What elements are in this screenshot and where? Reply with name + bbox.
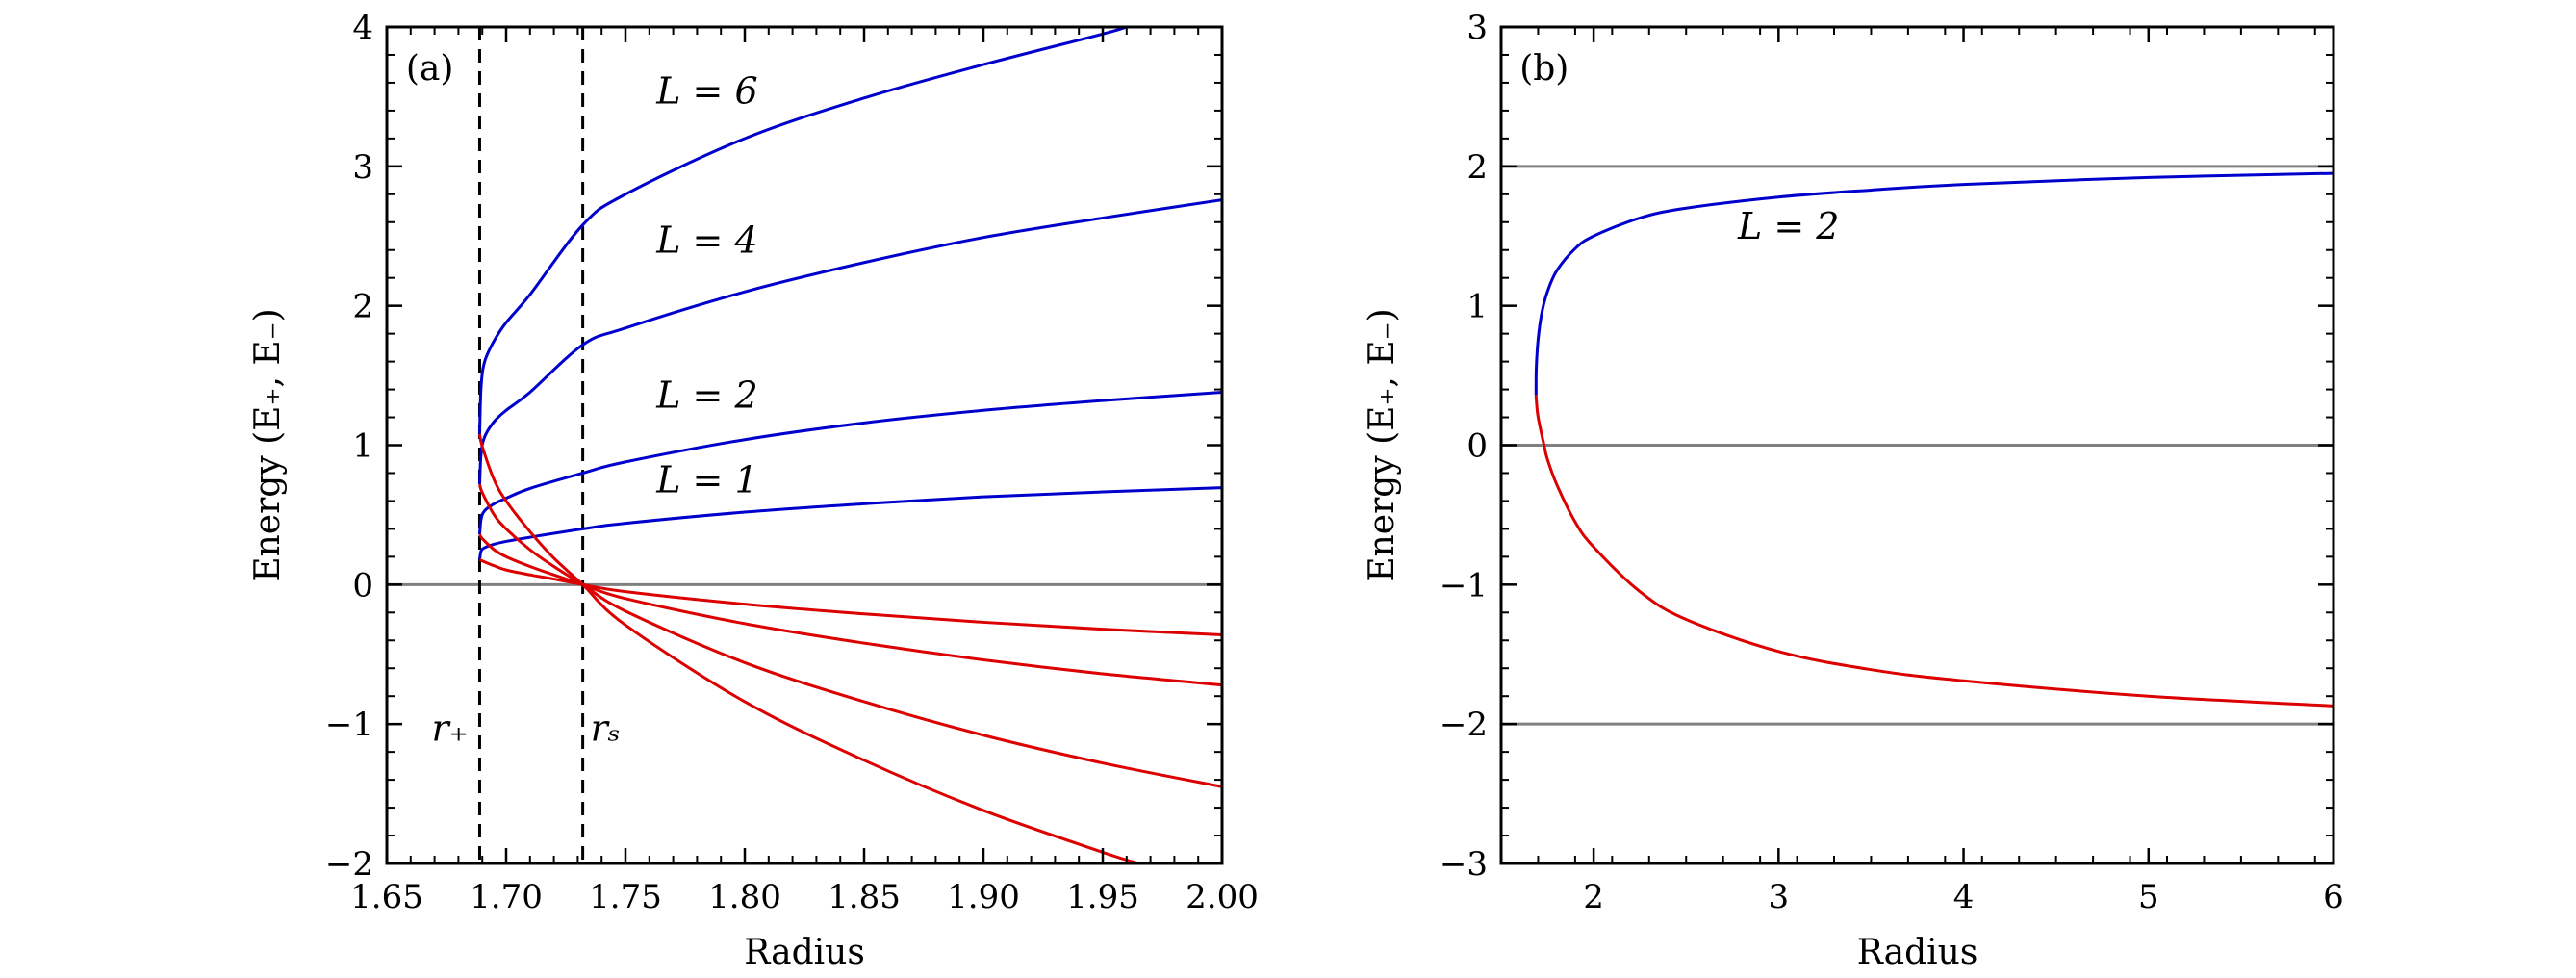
series-label-L1: L = 1 [655, 459, 757, 502]
series-L4-e-plus-line [477, 198, 1222, 485]
y-tick-label: 0 [1467, 427, 1488, 466]
series-L1-e-minus-line [478, 557, 1222, 636]
x-tick-label: 6 [2323, 878, 2344, 916]
axes-frame [385, 25, 1224, 865]
y-tick-label: −2 [325, 845, 373, 884]
series-L1-e-plus-line [477, 486, 1222, 560]
x-axis-title: Radius [1857, 933, 1978, 972]
y-axis-title: Energy (E₊, E₋) [248, 308, 288, 581]
series-label-L2: L = 2 [1737, 205, 1839, 247]
y-tick-label: −2 [1440, 706, 1488, 744]
panel-tag: (a) [406, 49, 454, 89]
panel-tag: (b) [1519, 49, 1569, 89]
x-tick-label: 1.75 [589, 878, 662, 916]
x-tick-label: 4 [1953, 878, 1975, 916]
x-tick-label: 1.90 [947, 878, 1020, 916]
series-L2-e-minus-line [1534, 395, 2334, 708]
y-tick-label: −1 [325, 706, 373, 744]
y-tick-label: 4 [352, 9, 373, 47]
series-label-L4: L = 4 [655, 219, 757, 262]
x-tick-label: 2 [1583, 878, 1604, 916]
series-L2-e-plus-line [1534, 171, 2334, 396]
x-tick-label: 1.65 [350, 878, 423, 916]
plot-area [1501, 165, 2334, 726]
x-tick-label: 3 [1769, 878, 1790, 916]
y-tick-label: 2 [352, 288, 373, 326]
y-tick-label: 1 [1467, 288, 1488, 326]
vertical-marker-label-0: r₊ [431, 708, 468, 750]
series-L6-e-minus-line [477, 433, 1139, 863]
y-tick-label: 3 [1467, 9, 1488, 47]
x-axis-title: Radius [744, 933, 865, 972]
plot-area [387, 27, 1222, 863]
series-L4-e-minus-line [478, 483, 1222, 788]
y-axis-title: Energy (E₊, E₋) [1363, 308, 1402, 581]
series-label-L2: L = 2 [655, 373, 757, 416]
y-tick-label: 1 [352, 427, 373, 466]
x-tick-label: 5 [2138, 878, 2159, 916]
x-tick-label: 1.95 [1066, 878, 1139, 916]
series-L2-e-plus-line [477, 390, 1222, 535]
y-tick-label: 3 [352, 148, 373, 187]
series-label-L6: L = 6 [655, 70, 757, 113]
series-L6-e-plus-line [477, 27, 1128, 434]
x-tick-label: 1.80 [708, 878, 781, 916]
x-tick-label: 2.00 [1186, 878, 1259, 916]
panel-b-chart: 2 3 4 5 6 −3 −2 −1 0 1 2 3 Radius Energy (E₊, E₋) (b) L… [1363, 9, 2344, 972]
series-L2-e-minus-line [478, 533, 1222, 687]
y-tick-label: 0 [352, 566, 373, 605]
panel-a-chart: r₊ rₛ 1.65 1.70 1.75 1.80 1.85 1.90 1.95 2.00 −2 −1… [248, 9, 1259, 972]
y-tick-label: −1 [1440, 566, 1488, 605]
vertical-marker-label-1: rₛ [591, 708, 621, 750]
y-tick-label: 2 [1467, 148, 1488, 187]
y-tick-label: −3 [1440, 845, 1488, 884]
x-tick-label: 1.85 [828, 878, 901, 916]
x-tick-label: 1.70 [470, 878, 543, 916]
